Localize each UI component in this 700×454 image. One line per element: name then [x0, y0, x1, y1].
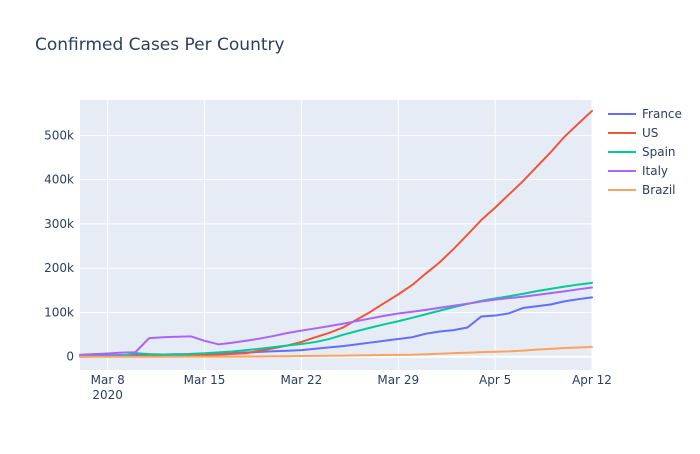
legend-item-brazil[interactable]: Brazil	[608, 183, 676, 197]
x-tick-label: Mar 8	[91, 373, 125, 387]
series-lines	[79, 109, 593, 358]
legend-label: France	[642, 107, 682, 121]
legend-item-france[interactable]: France	[608, 107, 682, 121]
legend-item-italy[interactable]: Italy	[608, 164, 668, 178]
x-tick-label: Apr 12	[572, 373, 612, 387]
legend-label: US	[642, 126, 658, 140]
x-tick-sublabel: 2020	[92, 388, 123, 402]
legend-item-us[interactable]: US	[608, 126, 658, 140]
x-tick-label: Apr 5	[479, 373, 511, 387]
series-line-brazil[interactable]	[79, 345, 593, 358]
x-tick-label: Mar 15	[184, 373, 226, 387]
y-tick-label: 500k	[44, 128, 74, 142]
y-tick-label: 300k	[44, 217, 74, 231]
series-line-italy[interactable]	[79, 286, 593, 356]
y-tick-label: 100k	[44, 305, 74, 319]
legend-label: Spain	[642, 145, 676, 159]
chart-title: Confirmed Cases Per Country	[35, 35, 285, 55]
y-tick-label: 0	[66, 350, 74, 364]
y-tick-label: 200k	[44, 261, 74, 275]
x-tick-label: Mar 22	[281, 373, 323, 387]
series-line-spain[interactable]	[79, 281, 593, 358]
legend-label: Brazil	[642, 183, 676, 197]
legend[interactable]: France US Spain Italy Brazil	[608, 107, 682, 197]
x-tick-label: Mar 29	[377, 373, 419, 387]
y-tick-label: 400k	[44, 173, 74, 187]
legend-item-spain[interactable]: Spain	[608, 145, 676, 159]
legend-label: Italy	[642, 164, 668, 178]
